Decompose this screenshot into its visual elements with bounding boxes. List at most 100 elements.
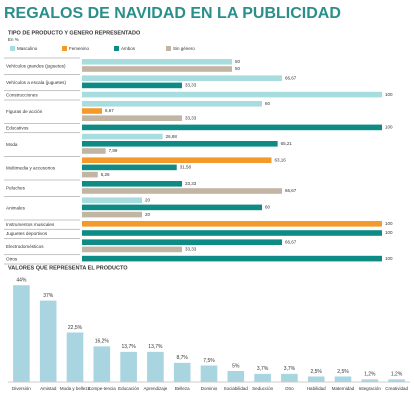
category-label: Vehículos grandes (juguetes) <box>6 63 66 68</box>
category-label: Peluches <box>6 185 26 190</box>
value-label: 22,5% <box>68 325 83 331</box>
bar <box>82 197 142 203</box>
value-label: 50 <box>235 66 241 71</box>
bar <box>200 365 218 382</box>
bar <box>82 188 283 194</box>
chart-title: TIPO DE PRODUCTO Y GENERO REPRESENTADO <box>8 30 141 36</box>
bar <box>82 239 283 245</box>
value-label: 33,33 <box>185 181 197 186</box>
chart-title: VALORES QUE REPRESENTA EL PRODUCTO <box>8 265 128 271</box>
value-label: 50 <box>235 59 241 64</box>
bar <box>120 351 137 382</box>
bar <box>82 164 177 171</box>
bar <box>93 346 111 382</box>
value-label: 66,67 <box>285 239 297 244</box>
bar <box>82 108 103 114</box>
category-label: Construcciones <box>6 93 38 98</box>
bar <box>39 300 57 382</box>
bar <box>82 124 382 131</box>
bar <box>82 66 232 72</box>
value-label: 8,7% <box>176 355 188 361</box>
category-label: Amistad <box>40 386 57 391</box>
category-label: Belleza <box>175 386 190 391</box>
bar <box>82 75 283 81</box>
bar <box>361 379 379 382</box>
value-label: 100 <box>385 125 393 130</box>
bar <box>82 211 142 218</box>
category-label: Creatividad <box>385 386 408 391</box>
value-label: 1,2% <box>364 372 376 378</box>
category-label: Animales <box>6 205 26 210</box>
category-label: Integración <box>359 386 382 391</box>
bar <box>82 101 262 107</box>
legend-label: Ambos <box>121 46 136 51</box>
legend-label: Sin género <box>173 46 195 51</box>
bar <box>82 204 262 211</box>
value-label: 7,5% <box>203 358 215 364</box>
value-label: 6,67 <box>105 108 114 113</box>
legend-label: Masculino <box>17 46 38 51</box>
value-label: 100 <box>385 230 393 235</box>
value-label: 60 <box>265 205 271 210</box>
bar <box>82 115 182 121</box>
category-label: Juguetes deportivos <box>6 231 48 236</box>
value-label: 2,5% <box>337 369 349 375</box>
bar <box>227 371 245 382</box>
category-label: Otros <box>6 257 18 262</box>
legend-swatch <box>62 46 67 51</box>
bar <box>82 59 232 65</box>
value-label: 13,7% <box>122 344 137 350</box>
bar <box>254 373 271 382</box>
bar <box>82 255 382 262</box>
category-label: Maternidad <box>332 386 355 391</box>
bar <box>13 285 30 382</box>
value-label: 60 <box>265 101 271 106</box>
value-label: 100 <box>385 92 393 97</box>
category-label: Diversión <box>12 386 31 391</box>
bar <box>334 376 352 382</box>
category-label: Dominio <box>201 386 218 391</box>
bar <box>82 148 106 154</box>
value-label: 66,67 <box>285 75 297 80</box>
category-label: Multimedia y accesorios <box>6 165 56 170</box>
category-label: Habilidad <box>307 386 326 391</box>
category-label: Educativos <box>6 125 29 130</box>
bar <box>82 221 382 227</box>
value-label: 3,7% <box>257 366 269 372</box>
bar <box>66 332 84 382</box>
category-label: Seducción <box>252 386 274 391</box>
bar <box>173 362 191 382</box>
category-label: Compe-tencia <box>88 386 117 391</box>
value-label: 20 <box>145 212 151 217</box>
legend-swatch <box>114 46 119 51</box>
bar <box>281 373 298 382</box>
bar <box>147 351 164 382</box>
value-label: 44% <box>16 278 27 284</box>
value-label: 63,16 <box>274 157 286 162</box>
value-label: 65,21 <box>281 141 293 146</box>
category-label: Otro <box>285 386 294 391</box>
value-label: 13,7% <box>148 344 163 350</box>
value-label: 31,58 <box>180 165 192 170</box>
category-label: Vehículos a escala (juguetes) <box>6 80 66 85</box>
bar <box>307 376 325 382</box>
value-label: 100 <box>385 221 393 226</box>
bar <box>82 91 382 98</box>
value-label: 1,2% <box>391 372 403 378</box>
value-label: 16,2% <box>95 339 110 345</box>
value-label: 33,33 <box>185 247 197 252</box>
value-label: 5,26 <box>101 172 110 177</box>
bar <box>82 141 278 147</box>
category-label: Sociabilidad <box>224 386 249 391</box>
bar <box>82 82 182 89</box>
value-label: 20 <box>145 197 151 202</box>
bar <box>82 246 182 253</box>
category-label: Instrumentos musicales <box>6 222 55 227</box>
bar <box>82 181 182 187</box>
category-label: Moda y belleza <box>60 386 91 391</box>
bar <box>82 230 382 236</box>
value-label: 3,7% <box>284 366 296 372</box>
value-label: 37% <box>43 293 54 299</box>
value-label: 66,67 <box>285 188 297 193</box>
